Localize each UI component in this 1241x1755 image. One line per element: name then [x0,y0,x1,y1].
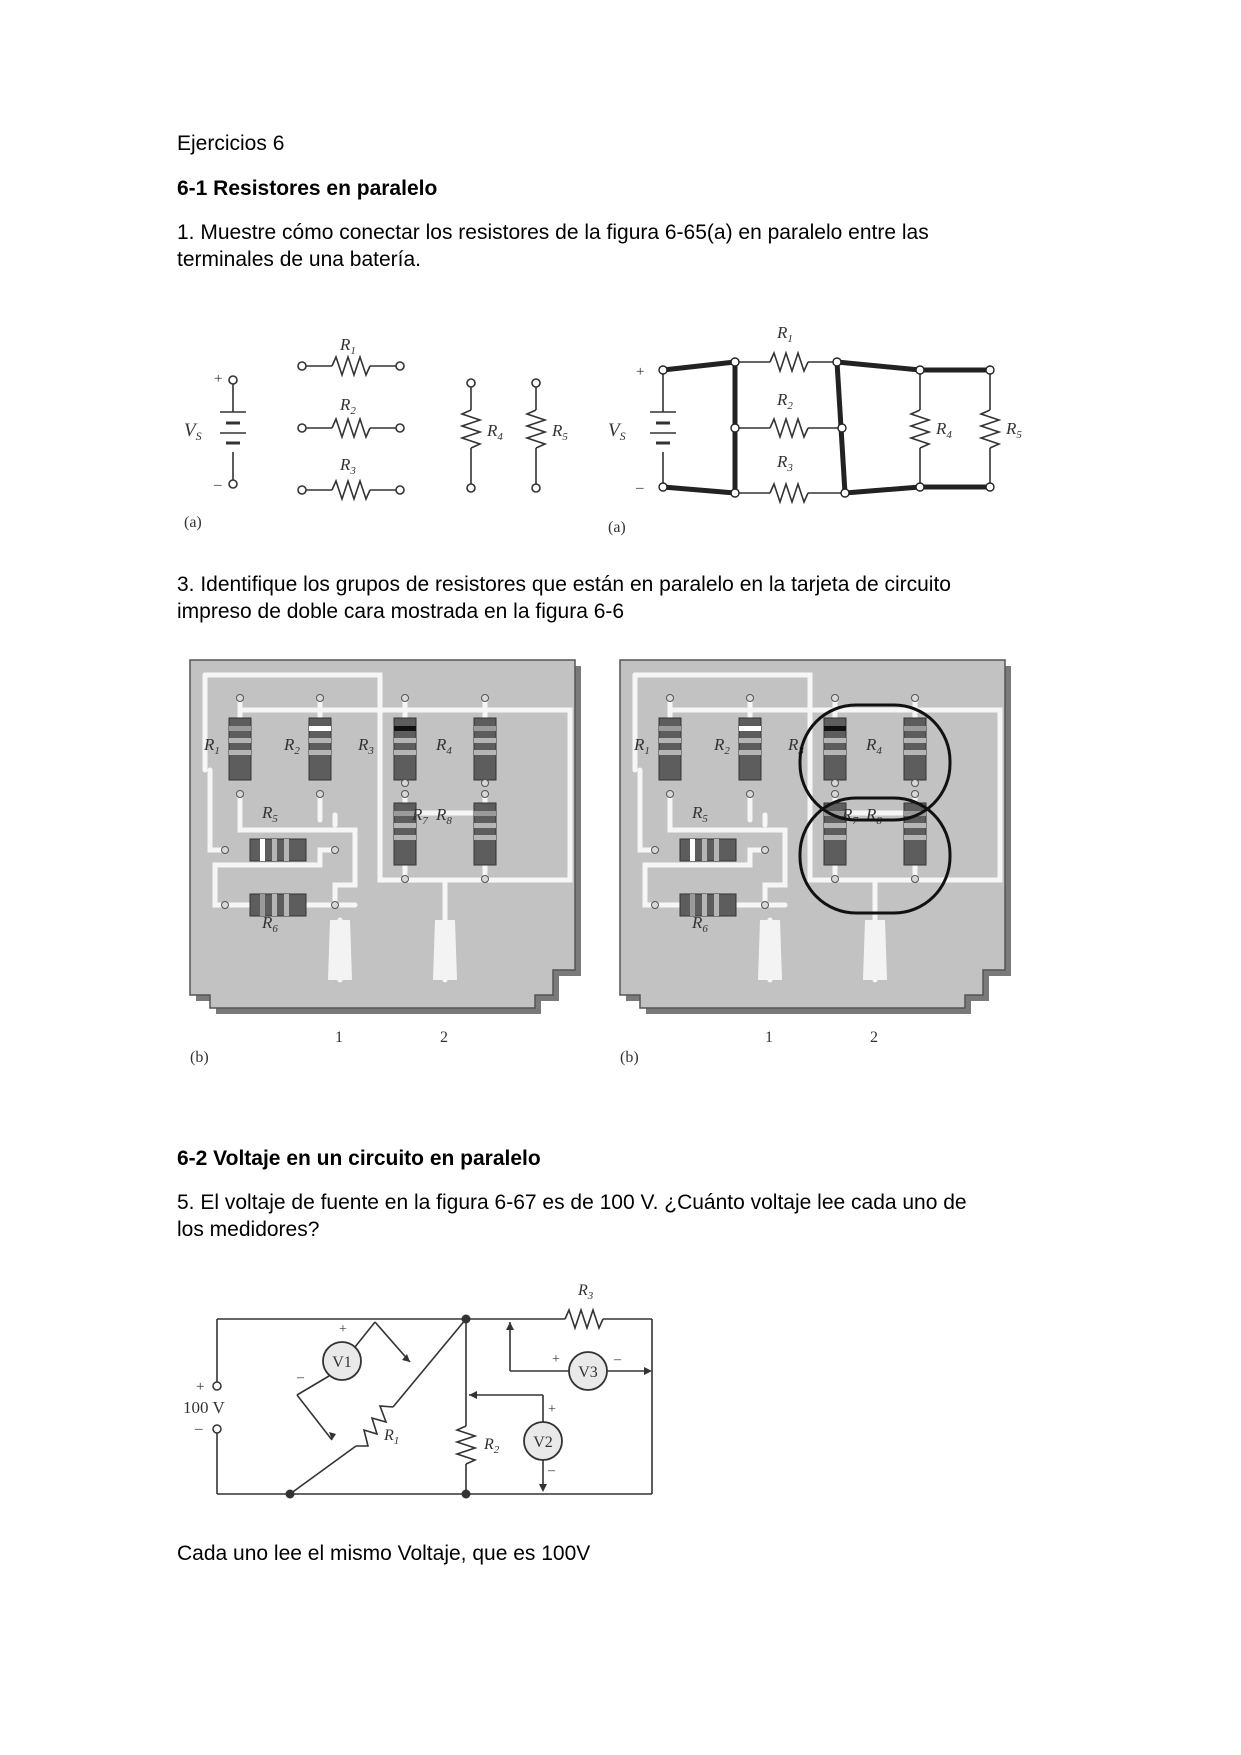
voltmeter-v2-label: V2 [533,1434,553,1451]
terminal-label-2: 2 [870,1029,878,1046]
resistor-body-r5 [221,838,339,862]
figure-6-66b-pcb: R1 R2 R3 R4 R5 R6 R7 R8 1 2 (b) [189,659,581,1066]
figure-6-67-circuit: + – 100 V V1 V2 V3 + – + – + – R1 R2 R3 [183,1282,653,1499]
resistor-body-r6 [221,893,339,917]
pcb-label-r3: R3 [357,735,374,757]
pcb-label-r6: R6 [261,913,278,935]
resistor-body-r7 [393,779,417,883]
terminal-label-1: 1 [335,1029,343,1046]
question-5-line-1: 5. El voltaje de fuente en la figura 6-6… [177,1191,967,1214]
resistor-body-r5 [651,838,769,862]
question-5-line-2: los medidores? [177,1218,320,1241]
resistor-body-r2 [308,694,332,798]
r5-label: R5 [1005,419,1022,441]
battery-minus-sign: – [213,477,222,493]
resistor-body-r4 [473,694,497,798]
r2-label: R2 [776,390,793,412]
pcb-label-r7: R7 [411,805,428,827]
pcb-label-r5: R5 [691,803,708,825]
r3-label: R3 [577,1282,594,1302]
pcb-label-r1: R1 [633,735,650,757]
source-minus-sign: – [194,1421,203,1437]
figure-6-65a-unconnected: + – VS R1 R2 R3 R4 R5 (a) [184,335,568,531]
figure-caption-a: (a) [184,514,202,531]
section-heading-6-1: 6-1 Resistores en paralelo [177,177,438,200]
pcb-label-r4: R4 [435,735,452,757]
pcb-label-r6: R6 [691,913,708,935]
terminal-pad-1 [328,920,352,980]
question-1-line-1: 1. Muestre cómo conectar los resistores … [177,221,929,244]
r5-label: R5 [551,421,568,443]
answer-5: Cada uno lee el mismo Voltaje, que es 10… [177,1542,591,1565]
v1-plus-sign: + [339,1322,347,1337]
question-1-line-2: terminales de una batería. [177,248,421,271]
voltmeter-v3-label: V3 [578,1364,598,1381]
v3-minus-sign: – [613,1352,622,1367]
r3-label: R3 [776,452,793,474]
v3-plus-sign: + [552,1352,560,1367]
r1-label: R1 [383,1427,399,1447]
terminal-pad-2 [863,920,887,980]
document-title: Ejercicios 6 [177,132,285,155]
r3-label: R3 [339,455,356,477]
pcb-label-r8: R8 [435,805,452,827]
r4-label: R4 [935,419,952,441]
v1-minus-sign: – [296,1370,305,1385]
r2-label: R2 [483,1436,500,1456]
question-3-line-2: impreso de doble cara mostrada en la fig… [177,600,625,623]
terminal-pad-1 [758,920,782,980]
vs-label: VS [184,420,202,443]
v2-minus-sign: – [547,1463,556,1478]
vs-label: VS [608,420,626,443]
r2-label: R2 [339,395,356,417]
parallel-group-r7-r8-outline [798,796,952,915]
battery-minus-sign: – [635,480,644,496]
terminal-label-1: 1 [765,1029,773,1046]
resistor-body-r4 [903,694,927,798]
figure-caption-b: (b) [620,1049,639,1066]
pcb-label-r1: R1 [203,735,220,757]
pcb-label-r4: R4 [865,735,882,757]
resistor-body-r3 [823,694,847,798]
resistor-body-r2 [738,694,762,798]
pcb-label-r2: R2 [283,735,300,757]
resistor-body-r8 [473,779,497,883]
parallel-group-r3-r4-outline [798,703,952,822]
terminal-pad-2 [433,920,457,980]
battery-plus-sign: + [214,371,222,387]
figure-caption-a: (a) [608,519,626,536]
figure-6-65a-parallel-solution: + – VS R1 R2 R3 R4 R5 (a) [608,323,1022,536]
resistor-body-r1 [228,694,252,798]
pcb-label-r2: R2 [713,735,730,757]
voltmeter-v1-label: V1 [332,1354,352,1371]
source-voltage-label: 100 V [183,1398,225,1417]
section-heading-6-2: 6-2 Voltaje en un circuito en paralelo [177,1147,541,1170]
resistor-body-r6 [651,893,769,917]
question-3-line-1: 3. Identifique los grupos de resistores … [177,573,951,596]
r1-label: R1 [776,323,793,345]
r1-label: R1 [339,335,356,357]
v2-plus-sign: + [548,1402,556,1417]
battery-plus-sign: + [636,364,644,380]
source-plus-sign: + [196,1379,204,1395]
figure-caption-b: (b) [190,1049,209,1066]
resistor-body-r1 [658,694,682,798]
terminal-label-2: 2 [440,1029,448,1046]
r4-label: R4 [486,421,503,443]
pcb-label-r5: R5 [261,803,278,825]
